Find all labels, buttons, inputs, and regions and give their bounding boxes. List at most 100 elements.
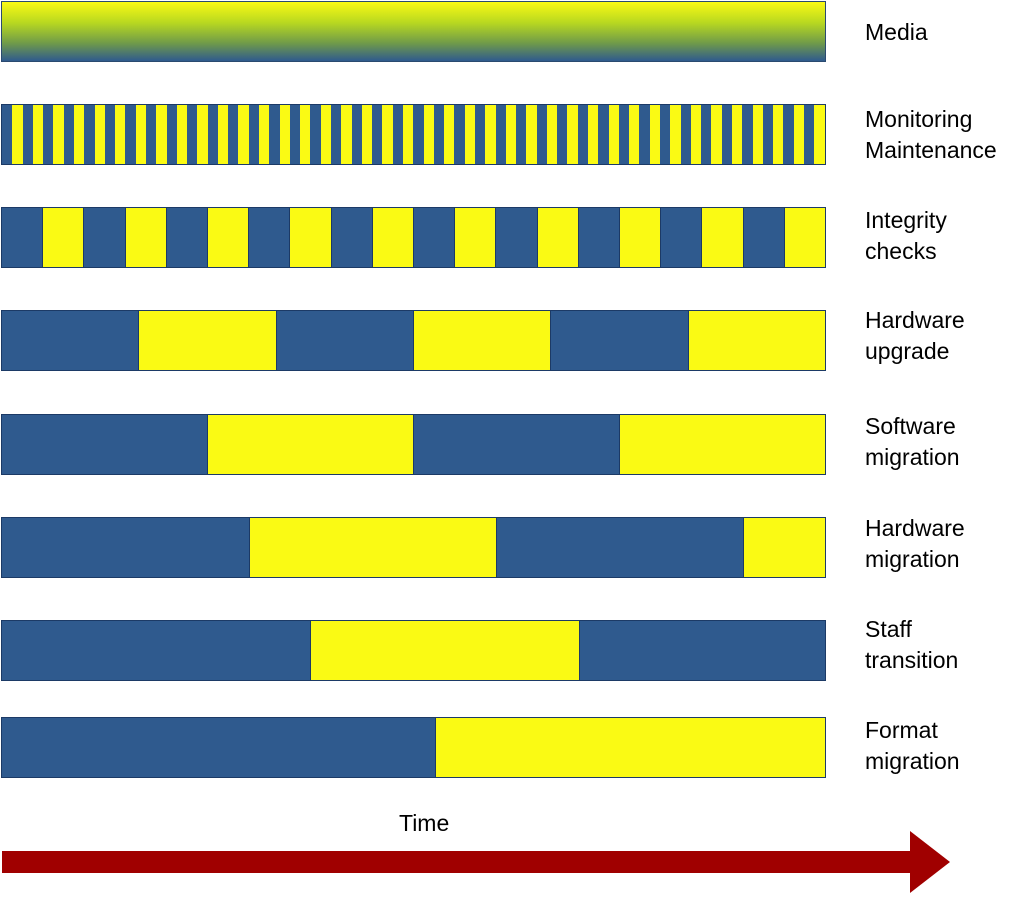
- monitoring-maintenance-stripe: [104, 105, 116, 164]
- monitoring-maintenance-stripe: [731, 105, 743, 164]
- monitoring-maintenance-stripe: [331, 105, 342, 164]
- monitoring-maintenance-label-line-2: Maintenance: [865, 137, 997, 163]
- integrity-checks-segment-blue: [248, 208, 290, 267]
- monitoring-maintenance-stripe: [639, 105, 650, 164]
- integrity-checks-segment-yellow: [619, 208, 661, 267]
- hardware-upgrade-segment-yellow: [687, 311, 825, 370]
- monitoring-maintenance-stripe: [588, 105, 599, 164]
- integrity-checks-segment-yellow: [701, 208, 743, 267]
- monitoring-maintenance-stripe: [43, 105, 54, 164]
- monitoring-maintenance-stripe: [341, 105, 352, 164]
- integrity-checks-label-line-1: Integrity: [865, 207, 947, 233]
- staff-transition-bar: [1, 620, 826, 681]
- format-migration-label: Format migration: [865, 715, 960, 777]
- staff-transition-segment-blue: [2, 621, 310, 680]
- time-axis-label: Time: [399, 810, 450, 836]
- integrity-checks-segment-blue: [2, 208, 43, 267]
- monitoring-maintenance-stripe: [598, 105, 609, 164]
- integrity-checks-segment-yellow: [207, 208, 249, 267]
- integrity-checks-segment-yellow: [783, 208, 825, 267]
- monitoring-maintenance-stripe: [793, 105, 804, 164]
- integrity-checks-segment-blue: [165, 208, 208, 267]
- monitoring-maintenance-stripe: [803, 105, 815, 164]
- monitoring-maintenance-bar: [1, 104, 826, 165]
- monitoring-maintenance-stripe: [217, 105, 229, 164]
- monitoring-maintenance-stripe: [711, 105, 722, 164]
- monitoring-maintenance-stripe: [402, 105, 414, 164]
- software-migration-segment-yellow: [619, 415, 825, 474]
- monitoring-maintenance-stripe: [670, 105, 681, 164]
- media-label-line-1: Media: [865, 19, 928, 45]
- hardware-upgrade-segment-blue: [275, 311, 413, 370]
- monitoring-maintenance-stripe: [516, 105, 527, 164]
- monitoring-maintenance-stripe: [526, 105, 537, 164]
- format-migration-segment-blue: [2, 718, 435, 777]
- monitoring-maintenance-stripe: [660, 105, 671, 164]
- monitoring-maintenance-stripe: [762, 105, 774, 164]
- software-migration-segment-yellow: [207, 415, 413, 474]
- integrity-checks-segment-yellow: [371, 208, 414, 267]
- monitoring-maintenance-stripe: [279, 105, 290, 164]
- monitoring-maintenance-stripe: [22, 105, 33, 164]
- staff-transition-label-line-2: transition: [865, 647, 959, 673]
- format-migration-label-line-1: Format: [865, 717, 938, 743]
- monitoring-maintenance-stripe: [629, 105, 640, 164]
- hardware-migration-label-line-1: Hardware: [865, 515, 965, 541]
- monitoring-maintenance-stripe: [176, 105, 188, 164]
- time-arrow-icon: [2, 831, 950, 893]
- monitoring-maintenance-stripe: [433, 105, 445, 164]
- monitoring-maintenance-stripe: [495, 105, 506, 164]
- integrity-checks-segment-blue: [83, 208, 125, 267]
- monitoring-maintenance-stripe: [474, 105, 486, 164]
- monitoring-maintenance-stripe: [166, 105, 177, 164]
- format-migration-segment-yellow: [435, 718, 825, 777]
- integrity-checks-bar: [1, 207, 826, 268]
- monitoring-maintenance-stripe: [135, 105, 146, 164]
- hardware-migration-bar: [1, 517, 826, 578]
- monitoring-maintenance-stripe: [546, 105, 558, 164]
- monitoring-maintenance-stripe: [372, 105, 383, 164]
- monitoring-maintenance-stripe: [742, 105, 753, 164]
- integrity-checks-segment-yellow: [536, 208, 578, 267]
- software-migration-segment-blue: [2, 415, 207, 474]
- monitoring-maintenance-stripe: [63, 105, 74, 164]
- monitoring-maintenance-label-line-1: Monitoring: [865, 106, 973, 132]
- monitoring-maintenance-stripe: [73, 105, 85, 164]
- monitoring-maintenance-stripe: [454, 105, 465, 164]
- monitoring-maintenance-stripe: [259, 105, 270, 164]
- monitoring-maintenance-stripe: [608, 105, 619, 164]
- monitoring-maintenance-stripe: [53, 105, 64, 164]
- monitoring-maintenance-stripe: [289, 105, 301, 164]
- monitoring-maintenance-stripe: [12, 105, 23, 164]
- monitoring-maintenance-stripe: [444, 105, 455, 164]
- integrity-checks-segment-blue: [577, 208, 620, 267]
- monitoring-maintenance-stripe: [721, 105, 732, 164]
- monitoring-maintenance-stripe: [649, 105, 660, 164]
- integrity-checks-segment-yellow: [42, 208, 84, 267]
- monitoring-maintenance-stripe: [84, 105, 95, 164]
- hardware-upgrade-segment-yellow: [138, 311, 276, 370]
- hardware-migration-label-line-2: migration: [865, 546, 960, 572]
- hardware-upgrade-segment-yellow: [412, 311, 551, 370]
- staff-transition-segment-yellow: [310, 621, 579, 680]
- monitoring-maintenance-stripe: [248, 105, 260, 164]
- hardware-migration-segment-blue: [2, 518, 249, 577]
- monitoring-maintenance-stripe: [423, 105, 434, 164]
- hardware-upgrade-bar: [1, 310, 826, 371]
- monitoring-maintenance-stripe: [300, 105, 311, 164]
- monitoring-maintenance-stripe: [577, 105, 589, 164]
- integrity-checks-segment-blue: [742, 208, 784, 267]
- monitoring-maintenance-stripe: [557, 105, 568, 164]
- monitoring-maintenance-stripe: [382, 105, 393, 164]
- monitoring-maintenance-stripe: [156, 105, 167, 164]
- monitoring-maintenance-stripe: [94, 105, 105, 164]
- time-arrow-shape: [2, 831, 950, 893]
- monitoring-maintenance-stripe: [238, 105, 249, 164]
- software-migration-label-line-1: Software: [865, 413, 956, 439]
- monitoring-maintenance-stripe: [32, 105, 44, 164]
- integrity-checks-segment-yellow: [289, 208, 331, 267]
- monitoring-maintenance-stripe: [115, 105, 126, 164]
- monitoring-maintenance-stripe: [361, 105, 373, 164]
- monitoring-maintenance-stripe: [701, 105, 712, 164]
- monitoring-maintenance-stripe: [125, 105, 136, 164]
